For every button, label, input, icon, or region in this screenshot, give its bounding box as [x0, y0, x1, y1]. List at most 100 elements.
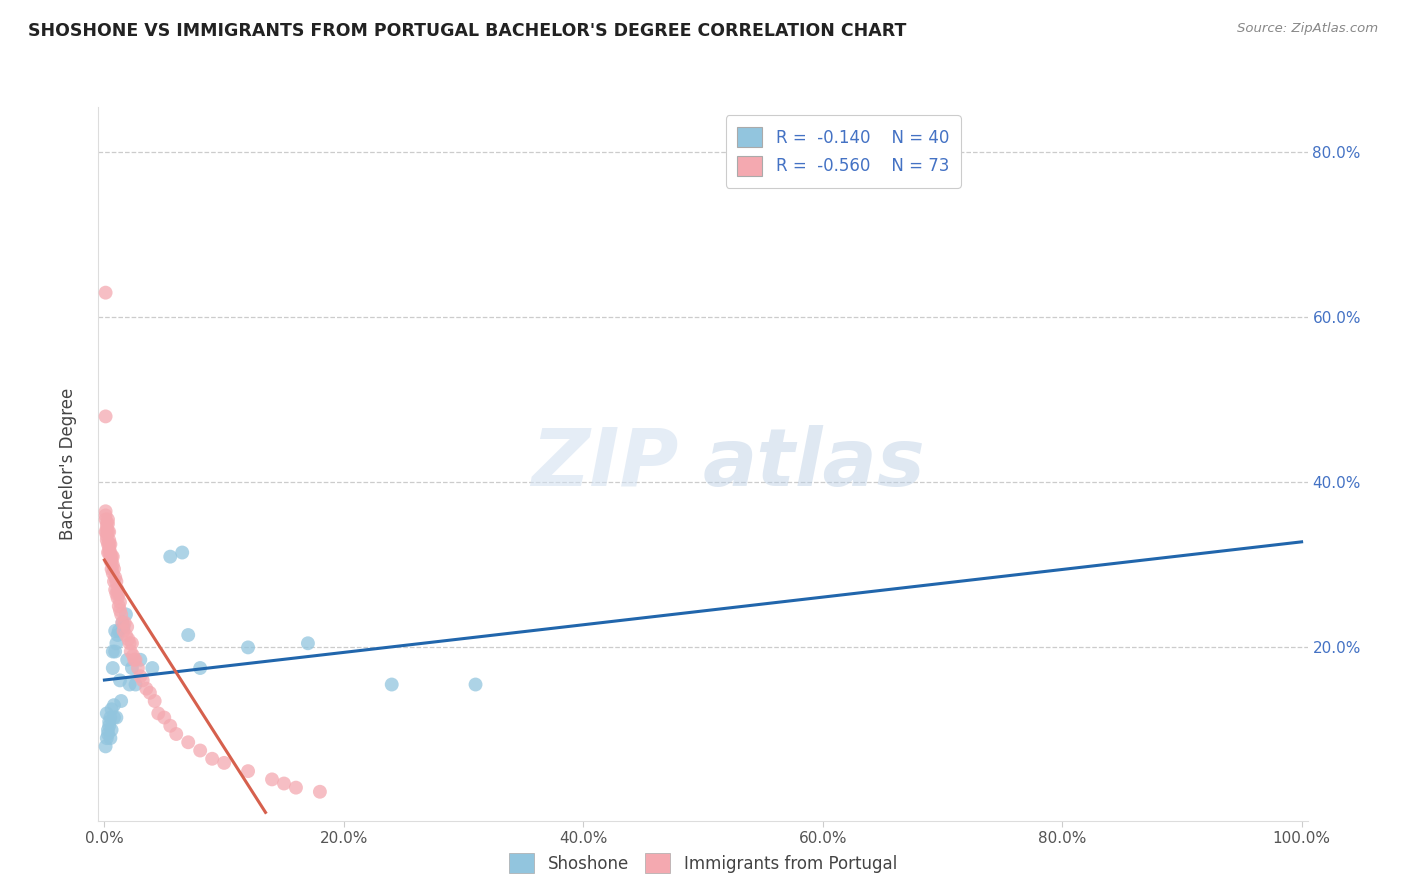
Text: SHOSHONE VS IMMIGRANTS FROM PORTUGAL BACHELOR'S DEGREE CORRELATION CHART: SHOSHONE VS IMMIGRANTS FROM PORTUGAL BAC… — [28, 22, 907, 40]
Point — [297, 636, 319, 650]
Point — [97, 727, 120, 741]
Point — [104, 582, 127, 597]
Point — [100, 549, 122, 564]
Point — [103, 574, 125, 589]
Point — [129, 669, 152, 683]
Point — [96, 521, 118, 535]
Point — [100, 723, 122, 737]
Point — [188, 743, 211, 757]
Point — [124, 653, 146, 667]
Point — [111, 615, 134, 630]
Point — [100, 554, 122, 568]
Point — [101, 644, 124, 658]
Point — [107, 582, 129, 597]
Point — [94, 409, 117, 424]
Point — [127, 661, 149, 675]
Point — [94, 508, 117, 523]
Point — [111, 615, 134, 630]
Point — [236, 640, 259, 655]
Point — [120, 644, 142, 658]
Point — [103, 562, 125, 576]
Point — [124, 653, 146, 667]
Point — [100, 562, 122, 576]
Point — [97, 516, 120, 531]
Point — [98, 533, 121, 548]
Point — [114, 615, 136, 630]
Point — [98, 719, 121, 733]
Point — [103, 710, 125, 724]
Point — [100, 545, 122, 559]
Point — [104, 644, 127, 658]
Point — [98, 545, 121, 559]
Point — [100, 731, 122, 746]
Point — [260, 772, 283, 787]
Point — [124, 677, 146, 691]
Point — [96, 731, 118, 746]
Point — [97, 723, 120, 737]
Point — [108, 673, 131, 688]
Point — [97, 537, 120, 551]
Point — [139, 686, 162, 700]
Point — [98, 537, 121, 551]
Point — [107, 591, 129, 605]
Point — [100, 554, 122, 568]
Point — [236, 764, 259, 779]
Point — [100, 710, 122, 724]
Point — [381, 677, 404, 691]
Point — [112, 620, 135, 634]
Point — [177, 735, 200, 749]
Point — [188, 661, 211, 675]
Point — [112, 624, 135, 638]
Point — [135, 681, 157, 696]
Point — [201, 752, 224, 766]
Point — [96, 529, 118, 543]
Text: Source: ZipAtlas.com: Source: ZipAtlas.com — [1237, 22, 1378, 36]
Point — [118, 636, 141, 650]
Point — [165, 727, 187, 741]
Point — [159, 549, 181, 564]
Point — [110, 694, 132, 708]
Point — [110, 607, 132, 622]
Point — [273, 776, 295, 790]
Point — [97, 524, 120, 539]
Point — [94, 524, 117, 539]
Point — [177, 628, 200, 642]
Point — [115, 628, 138, 642]
Point — [101, 661, 124, 675]
Point — [107, 587, 129, 601]
Point — [121, 661, 143, 675]
Point — [104, 570, 127, 584]
Point — [97, 545, 120, 559]
Point — [141, 661, 163, 675]
Point — [108, 603, 131, 617]
Point — [100, 702, 122, 716]
Point — [94, 512, 117, 526]
Point — [101, 549, 124, 564]
Point — [101, 558, 124, 572]
Point — [284, 780, 307, 795]
Point — [212, 756, 235, 770]
Point — [107, 628, 129, 642]
Point — [117, 632, 139, 647]
Point — [172, 545, 194, 559]
Point — [115, 620, 138, 634]
Y-axis label: Bachelor's Degree: Bachelor's Degree — [59, 388, 77, 540]
Point — [97, 512, 120, 526]
Point — [108, 595, 131, 609]
Point — [105, 636, 128, 650]
Point — [96, 524, 118, 539]
Point — [98, 524, 121, 539]
Point — [107, 624, 129, 638]
Point — [96, 706, 118, 721]
Point — [105, 574, 128, 589]
Point — [105, 710, 128, 724]
Point — [115, 653, 138, 667]
Point — [101, 566, 124, 581]
Point — [464, 677, 486, 691]
Point — [148, 706, 170, 721]
Point — [96, 516, 118, 531]
Point — [98, 714, 121, 729]
Point — [153, 710, 176, 724]
Legend: Shoshone, Immigrants from Portugal: Shoshone, Immigrants from Portugal — [502, 847, 904, 880]
Point — [143, 694, 166, 708]
